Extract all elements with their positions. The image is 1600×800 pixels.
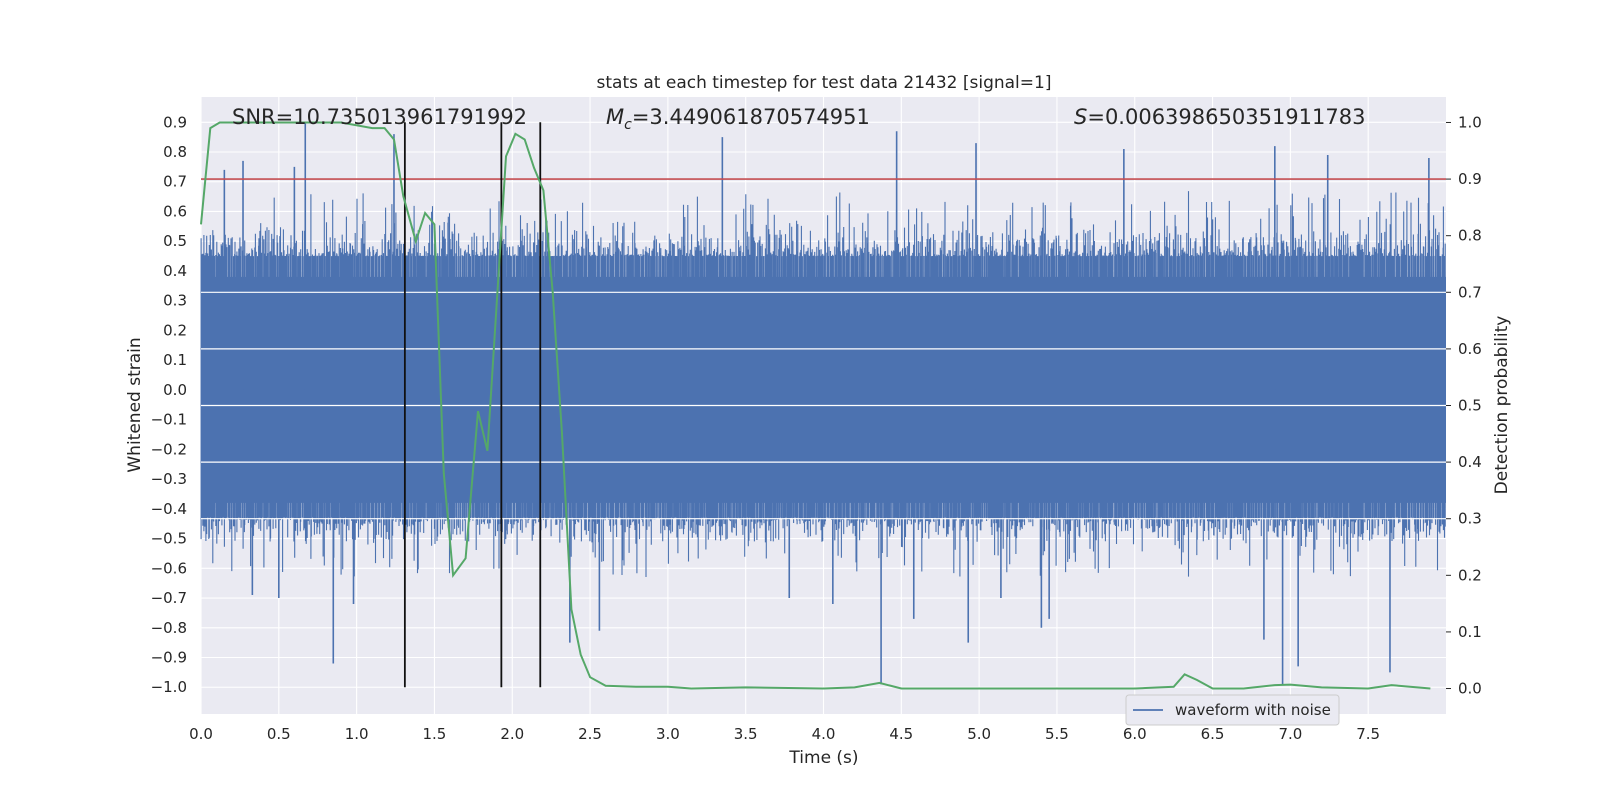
y-left-tick-label: 0.2: [163, 321, 187, 339]
y-right-tick-label: 0.0: [1458, 680, 1482, 698]
y-right-tick-label: 0.8: [1458, 227, 1482, 245]
y-left-tick-label: −0.3: [151, 470, 187, 488]
y-right-tick-label: 0.3: [1458, 510, 1482, 528]
x-tick-label: 4.0: [812, 725, 836, 743]
x-tick-label: 7.0: [1278, 725, 1302, 743]
y-left-tick-label: −0.1: [151, 411, 187, 429]
y-left-tick-label: 0.9: [163, 113, 187, 131]
y-left-tick-label: −0.2: [151, 440, 187, 458]
s-value: =0.006398650351911783: [1087, 105, 1365, 129]
legend-entry: waveform with noise: [1175, 701, 1331, 719]
waveform-core: [201, 276, 1446, 503]
ticks: 0.0 0.5 1.0 1.5 2.0 2.5 3.0 3.5 4.0 4.5 5.0 5.5 6.0 6…: [151, 113, 1482, 743]
chart-title: stats at each timestep for test data 214…: [597, 73, 1052, 93]
y-axis-label-left: Whitened strain: [125, 337, 145, 472]
s-symbol: S: [1074, 105, 1087, 129]
y-left-tick-label: −0.4: [151, 500, 187, 518]
waveform-series: [200, 122, 1446, 685]
chirp-mass-symbol: M: [606, 105, 624, 129]
y-left-tick-label: 0.7: [163, 173, 187, 191]
legend-box: [1125, 694, 1340, 726]
chirp-mass-value: =3.449061870574951: [632, 105, 870, 129]
y-left-tick-label: −0.9: [151, 649, 187, 667]
y-right-tick-label: 0.7: [1458, 283, 1482, 301]
chirp-mass-annotation: Mc=3.449061870574951: [606, 105, 870, 133]
y-right-tick-label: 0.6: [1458, 340, 1482, 358]
legend: waveform with noise: [1125, 694, 1340, 726]
x-tick-label: 1.5: [423, 725, 447, 743]
y-left-tick-label: 0.6: [163, 202, 187, 220]
y-left-tick-label: 0.4: [163, 262, 187, 280]
y-right-tick-label: 0.1: [1458, 623, 1482, 641]
chirp-mass-subscript: c: [624, 117, 632, 133]
s-annotation: S=0.006398650351911783: [1074, 105, 1365, 129]
y-left-tick-label: −0.6: [151, 559, 187, 577]
y-left-tick-label: −0.8: [151, 619, 187, 637]
x-tick-label: 0.0: [189, 725, 213, 743]
snr-annotation: SNR=10.735013961791992: [232, 105, 527, 129]
x-tick-label: 0.5: [267, 725, 291, 743]
y-left-tick-label: 0.0: [163, 381, 187, 399]
y-right-tick-label: 0.2: [1458, 566, 1482, 584]
x-tick-label: 6.0: [1123, 725, 1147, 743]
x-tick-label: 6.5: [1201, 725, 1225, 743]
y-right-tick-label: 0.4: [1458, 453, 1482, 471]
detection-probability-line: [200, 121, 1431, 690]
y-left-tick-label: −1.0: [151, 678, 187, 696]
x-tick-label: 1.0: [345, 725, 369, 743]
y-right-tick-label: 1.0: [1458, 113, 1482, 131]
x-axis-label: Time (s): [788, 748, 858, 768]
x-tick-label: 3.0: [656, 725, 680, 743]
x-tick-label: 7.5: [1356, 725, 1380, 743]
y-right-tick-label: 0.5: [1458, 397, 1482, 415]
x-tick-label: 2.0: [500, 725, 524, 743]
x-tick-label: 4.5: [889, 725, 913, 743]
y-left-tick-label: 0.3: [163, 292, 187, 310]
x-tick-label: 2.5: [578, 725, 602, 743]
y-left-tick-label: −0.5: [151, 530, 187, 548]
y-left-tick-label: 0.5: [163, 232, 187, 250]
y-axis-label-right: Detection probability: [1492, 316, 1512, 495]
overlay: [200, 121, 1446, 690]
y-right-tick-label: 0.9: [1458, 170, 1482, 188]
y-left-tick-label: −0.7: [151, 589, 187, 607]
y-left-tick-label: 0.1: [163, 351, 187, 369]
x-tick-label: 5.5: [1045, 725, 1069, 743]
x-tick-label: 5.0: [967, 725, 991, 743]
y-left-tick-label: 0.8: [163, 143, 187, 161]
x-tick-label: 3.5: [734, 725, 758, 743]
